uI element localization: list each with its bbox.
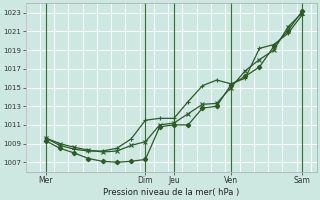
X-axis label: Pression niveau de la mer( hPa ): Pression niveau de la mer( hPa ) <box>103 188 239 197</box>
